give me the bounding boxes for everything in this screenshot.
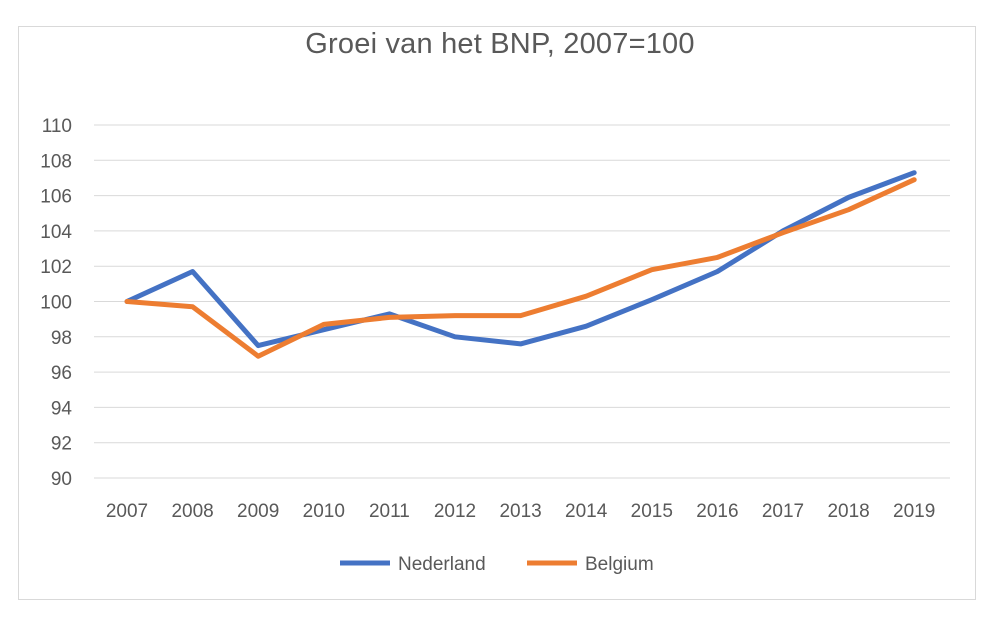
x-tick-label: 2009	[237, 501, 279, 522]
gridlines	[94, 124, 950, 479]
x-axis-tick-labels: 2007 2008 2009 2010 2011 2012 2013 2014 2015 2016…	[106, 501, 935, 522]
x-tick-label: 2007	[106, 501, 148, 522]
x-tick-label: 2015	[631, 501, 673, 522]
series-lines	[124, 170, 917, 359]
y-tick-label: 108	[40, 151, 72, 172]
legend-label-nederland: Nederland	[398, 554, 486, 575]
y-tick-label: 94	[51, 398, 73, 419]
x-tick-label: 2008	[171, 501, 213, 522]
y-tick-label: 102	[40, 257, 72, 278]
x-tick-label: 2018	[827, 501, 869, 522]
y-tick-label: 106	[40, 187, 72, 208]
x-tick-label: 2011	[369, 501, 410, 522]
x-tick-label: 2016	[696, 501, 738, 522]
y-tick-label: 100	[40, 293, 72, 314]
y-tick-label: 90	[51, 469, 72, 490]
y-tick-label: 104	[40, 222, 72, 243]
y-axis-tick-labels: 90 92 94 96 98 100 102 104 106 108 110	[40, 116, 72, 490]
x-tick-label: 2013	[499, 501, 541, 522]
x-tick-label: 2012	[434, 501, 476, 522]
y-tick-label: 92	[51, 434, 72, 455]
x-tick-label: 2017	[762, 501, 804, 522]
x-tick-label: 2010	[303, 501, 345, 522]
x-tick-label: 2019	[893, 501, 935, 522]
series-line-nederland	[124, 170, 917, 349]
series-line-belgium	[124, 177, 917, 359]
y-tick-label: 110	[42, 116, 72, 137]
y-tick-label: 98	[51, 328, 72, 349]
y-tick-label: 96	[51, 363, 72, 384]
chart-area	[18, 26, 976, 600]
legend: Nederland Belgium	[340, 554, 654, 575]
chart-title: Groei van het BNP, 2007=100	[305, 28, 695, 60]
legend-label-belgium: Belgium	[585, 554, 654, 575]
x-tick-label: 2014	[565, 501, 608, 522]
